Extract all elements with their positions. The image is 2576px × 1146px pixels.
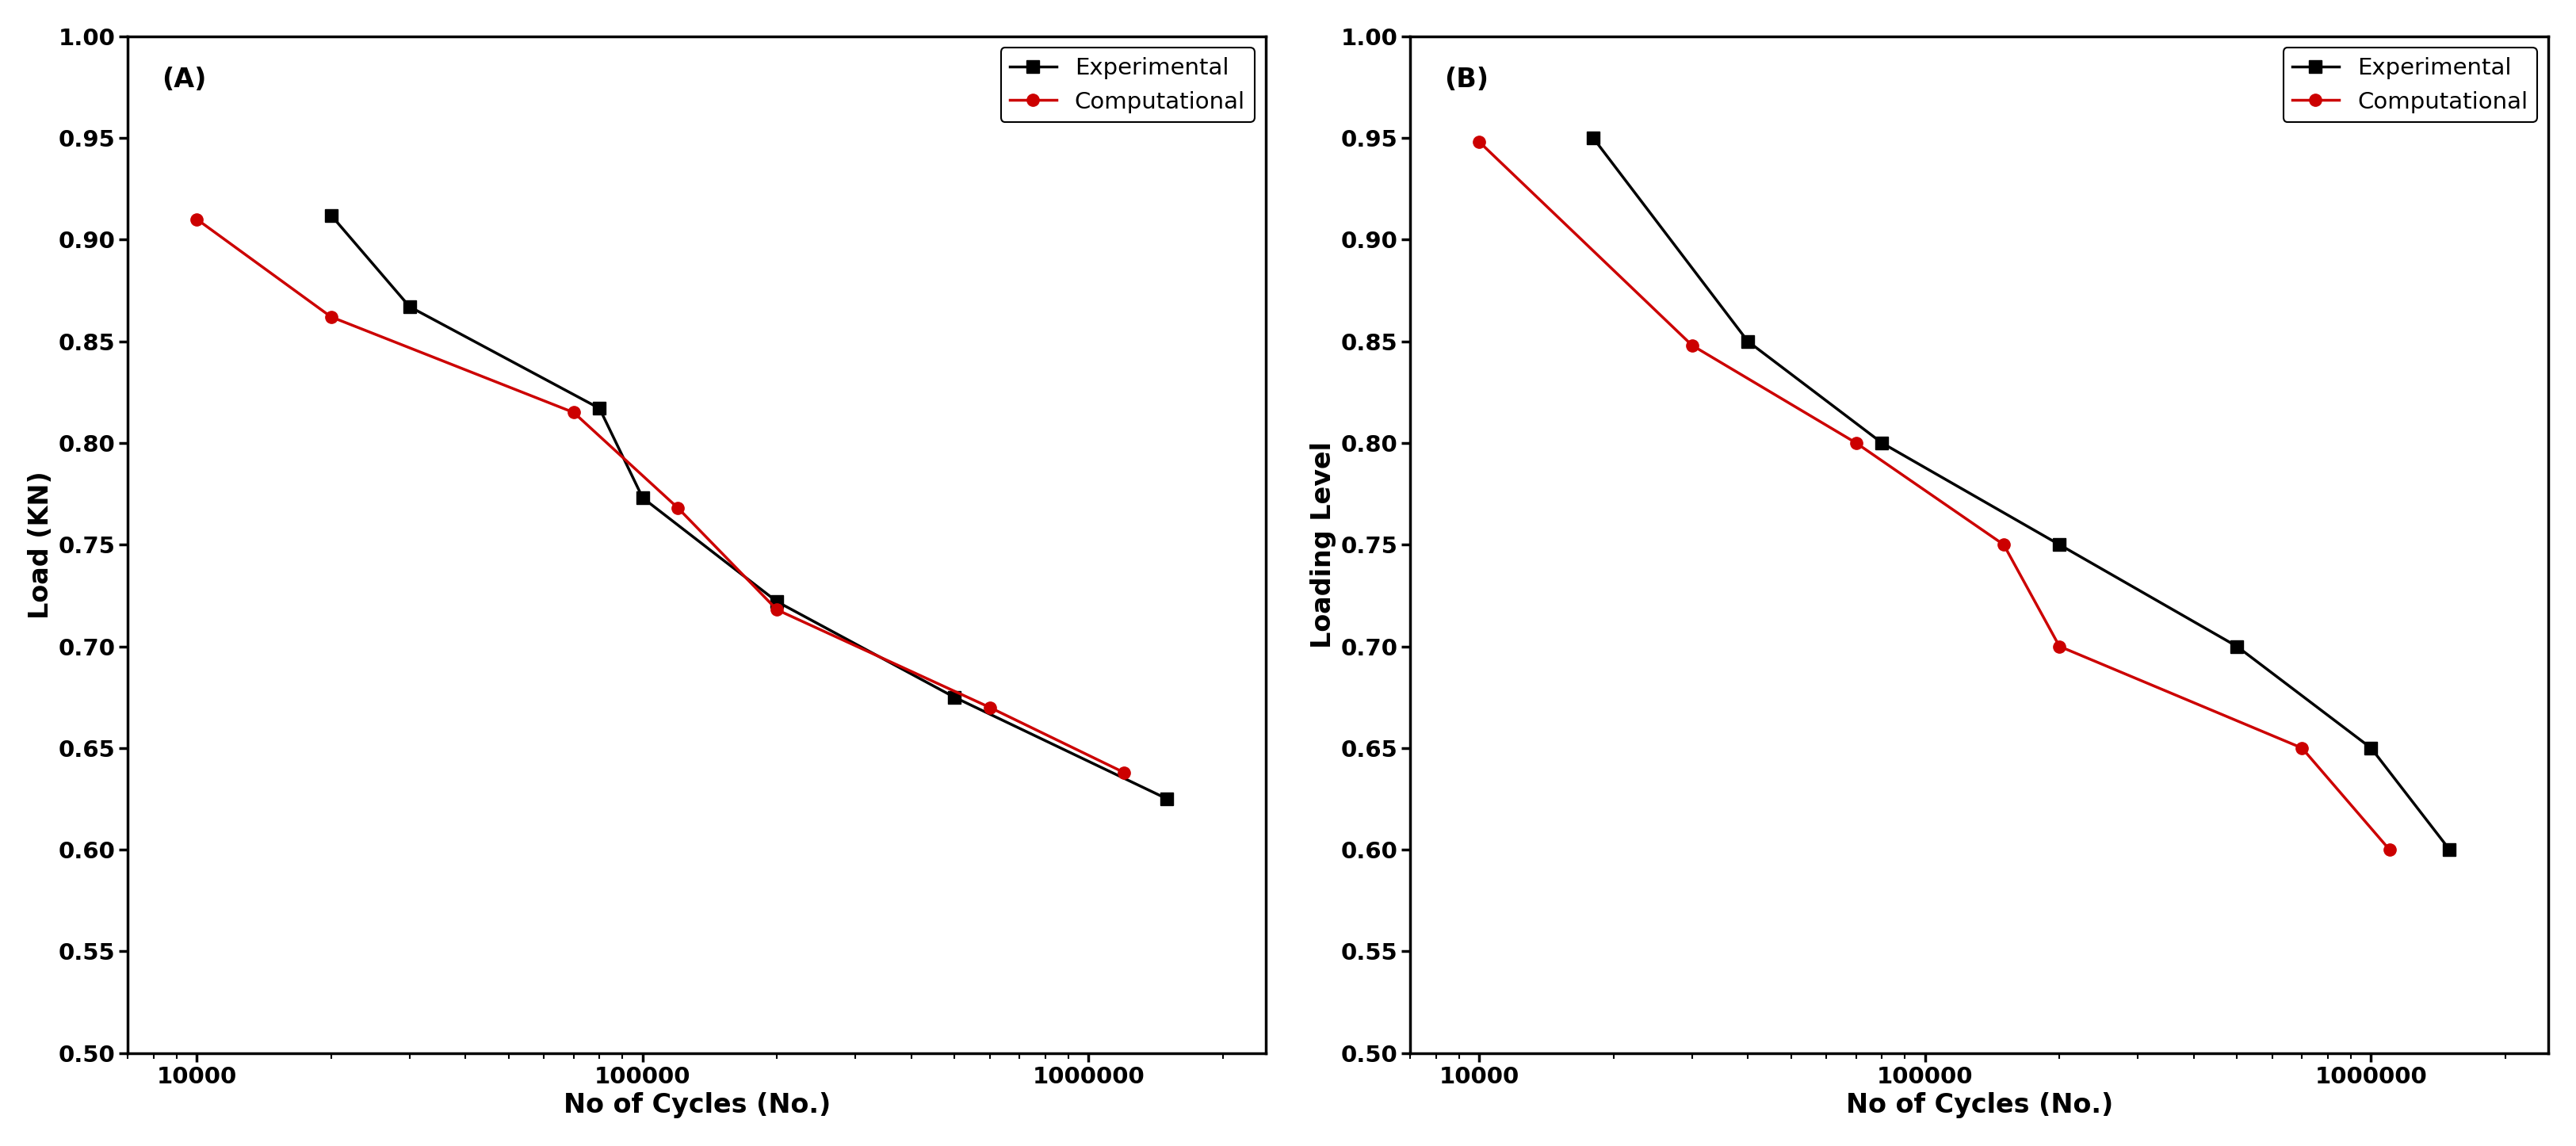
Experimental	[938, 690, 969, 704]
X-axis label: No of Cycles (No.): No of Cycles (No.)	[564, 1092, 829, 1118]
Computational	[1677, 338, 1708, 352]
Experimental	[1577, 131, 1607, 144]
Legend: Experimental, Computational: Experimental, Computational	[999, 48, 1255, 123]
Line: Computational: Computational	[1473, 136, 2396, 856]
X-axis label: No of Cycles (No.): No of Cycles (No.)	[1847, 1092, 2112, 1118]
Experimental	[2221, 639, 2251, 653]
Experimental	[394, 300, 425, 314]
Computational	[974, 700, 1005, 714]
Experimental	[2434, 842, 2465, 856]
Computational	[2043, 639, 2074, 653]
Line: Experimental: Experimental	[1587, 132, 2455, 856]
Computational	[559, 406, 590, 419]
Experimental	[762, 595, 793, 609]
Experimental	[1868, 437, 1899, 450]
Experimental	[2043, 537, 2074, 551]
Experimental	[1731, 335, 1762, 348]
Text: (A): (A)	[162, 66, 206, 93]
Experimental	[2354, 741, 2385, 755]
Line: Experimental: Experimental	[325, 210, 1172, 804]
Computational	[2287, 741, 2318, 755]
Computational	[1989, 537, 2020, 551]
Computational	[2375, 842, 2406, 856]
Text: (B): (B)	[1445, 66, 1489, 93]
Experimental	[585, 401, 616, 415]
Experimental	[317, 209, 348, 222]
Experimental	[1151, 792, 1182, 806]
Experimental	[629, 490, 659, 504]
Computational	[1108, 766, 1139, 779]
Computational	[762, 603, 793, 617]
Y-axis label: Load (KN): Load (KN)	[28, 471, 54, 619]
Computational	[1842, 437, 1873, 450]
Computational	[317, 311, 348, 324]
Computational	[662, 501, 693, 515]
Line: Computational: Computational	[191, 213, 1131, 778]
Y-axis label: Loading Level: Loading Level	[1311, 441, 1337, 649]
Computational	[180, 212, 211, 226]
Computational	[1463, 135, 1494, 149]
Legend: Experimental, Computational: Experimental, Computational	[2282, 48, 2537, 123]
